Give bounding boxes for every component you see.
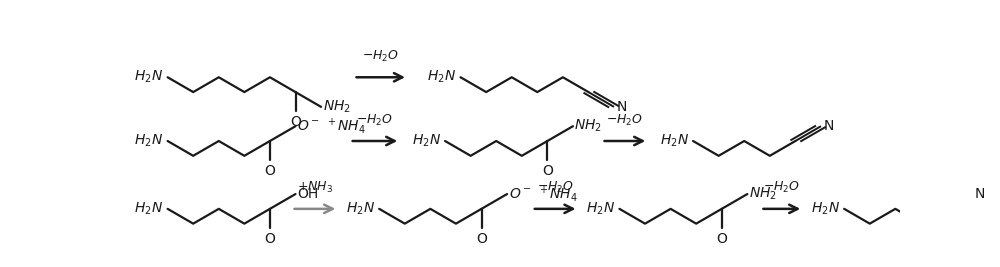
Text: O: O xyxy=(476,232,487,246)
Text: O: O xyxy=(264,164,275,178)
Text: O: O xyxy=(290,115,301,129)
Text: $H_2N$: $H_2N$ xyxy=(811,201,840,217)
Text: $^+NH_4$: $^+NH_4$ xyxy=(537,184,577,204)
Text: $H_2N$: $H_2N$ xyxy=(134,201,163,217)
Text: $H_2N$: $H_2N$ xyxy=(134,133,163,149)
Text: $H_2N$: $H_2N$ xyxy=(660,133,689,149)
Text: $H_2N$: $H_2N$ xyxy=(346,201,375,217)
Text: $NH_2$: $NH_2$ xyxy=(749,186,777,202)
Text: $H_2N$: $H_2N$ xyxy=(134,69,163,85)
Text: $- H_2O$: $- H_2O$ xyxy=(356,112,394,128)
Text: $H_2N$: $H_2N$ xyxy=(586,201,615,217)
Text: $H_2N$: $H_2N$ xyxy=(427,69,456,85)
Text: N: N xyxy=(616,100,627,114)
Text: $O^-$: $O^-$ xyxy=(297,119,320,133)
Text: $- H_2O$: $- H_2O$ xyxy=(606,112,643,128)
Text: $NH_2$: $NH_2$ xyxy=(323,99,351,115)
Text: N: N xyxy=(823,119,834,133)
Text: $NH_2$: $NH_2$ xyxy=(574,118,603,134)
Text: $+ NH_3$: $+ NH_3$ xyxy=(297,180,333,195)
Text: $- H_2O$: $- H_2O$ xyxy=(763,180,800,195)
Text: O: O xyxy=(716,232,727,246)
Text: $H_2N$: $H_2N$ xyxy=(412,133,441,149)
Text: OH: OH xyxy=(297,187,318,201)
Text: $- H_2O$: $- H_2O$ xyxy=(537,180,574,195)
Text: O: O xyxy=(542,164,553,178)
Text: $^+NH_4$: $^+NH_4$ xyxy=(325,116,366,136)
Text: $- H_2O$: $- H_2O$ xyxy=(362,49,399,64)
Text: O: O xyxy=(264,232,275,246)
Text: N: N xyxy=(974,187,985,201)
Text: $O^-$: $O^-$ xyxy=(509,187,531,201)
